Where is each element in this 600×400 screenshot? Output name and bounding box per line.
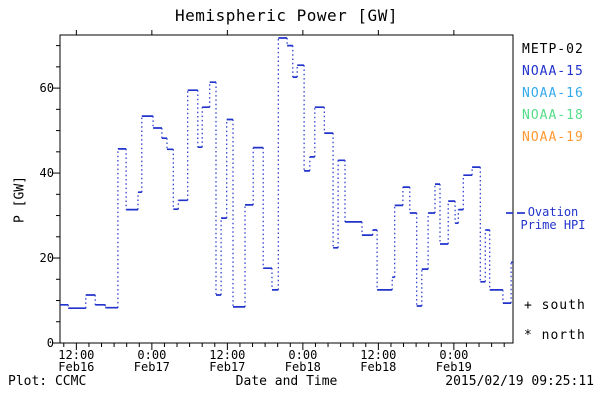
x-tick-label: 0:00 Feb18 <box>284 348 321 374</box>
hemisphere-marker-south: + south <box>524 298 586 313</box>
chart-title: Hemispheric Power [GW] <box>175 6 398 25</box>
legend-item-noaa-18: NOAA-18 <box>522 108 584 123</box>
legend-item-noaa-19: NOAA-19 <box>522 130 584 145</box>
ovation-model-legend-label: Ovation Prime HPI <box>520 205 586 232</box>
hemisphere-marker-north: * north <box>524 328 586 343</box>
legend-item-noaa-15: NOAA-15 <box>522 64 584 79</box>
hpi-step-connectors <box>67 38 512 309</box>
x-tick-label: 12:00 Feb16 <box>58 348 95 374</box>
plot-source-label: Plot: CCMC <box>8 374 87 389</box>
y-tick-label: 40 <box>39 166 54 181</box>
y-tick-label: 0 <box>46 336 54 350</box>
x-tick-label: 12:00 Feb17 <box>209 348 246 374</box>
x-tick-label: 0:00 Feb17 <box>133 348 170 374</box>
legend-item-metp-02: METP-02 <box>522 42 584 57</box>
x-axis-title: Date and Time <box>235 374 338 389</box>
hpi-step-line <box>60 37 513 310</box>
satellite-legend: METP-02 NOAA-15 NOAA-16 NOAA-18 NOAA-19 <box>522 42 584 154</box>
x-tick-label: 0:00 Feb19 <box>435 348 472 374</box>
y-tick-label: 20 <box>39 251 54 266</box>
plot-frame <box>59 34 514 344</box>
plot-timestamp: 2015/02/19 09:25:11 <box>445 374 594 389</box>
legend-item-noaa-16: NOAA-16 <box>522 86 584 101</box>
y-tick-label: 60 <box>39 81 54 96</box>
x-tick-label: 12:00 Feb18 <box>360 348 397 374</box>
